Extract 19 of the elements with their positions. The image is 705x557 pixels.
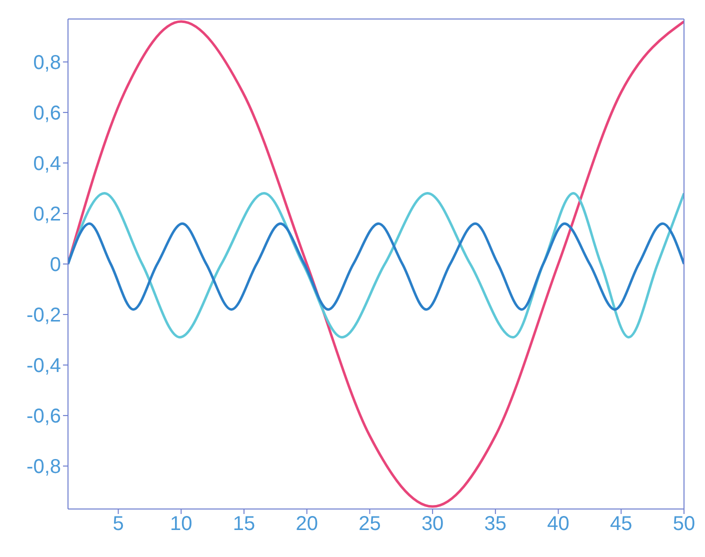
x-tick-label: 30 — [421, 513, 444, 536]
y-tick-label: -0,2 — [26, 304, 61, 327]
x-tick-label: 15 — [232, 513, 256, 536]
y-tick-label: 0,4 — [33, 153, 61, 176]
x-tick-label: 10 — [170, 513, 192, 536]
x-tick-label: 25 — [358, 513, 381, 536]
y-tick-label: -0,6 — [26, 406, 61, 428]
y-tick-label: 0,8 — [33, 52, 61, 74]
x-tick-label: 50 — [672, 513, 696, 536]
y-tick-label: 0 — [50, 254, 61, 276]
x-tick-label: 20 — [296, 513, 318, 536]
x-tick-label: 40 — [547, 513, 570, 536]
y-tick-label: 0,6 — [33, 102, 61, 125]
y-tick-label: -0,8 — [26, 456, 61, 478]
x-tick-label: 5 — [112, 513, 124, 536]
x-tick-label: 35 — [484, 513, 507, 536]
y-tick-label: 0,2 — [33, 204, 61, 226]
x-tick-label: 45 — [610, 513, 632, 536]
y-tick-label: -0,4 — [26, 355, 61, 378]
